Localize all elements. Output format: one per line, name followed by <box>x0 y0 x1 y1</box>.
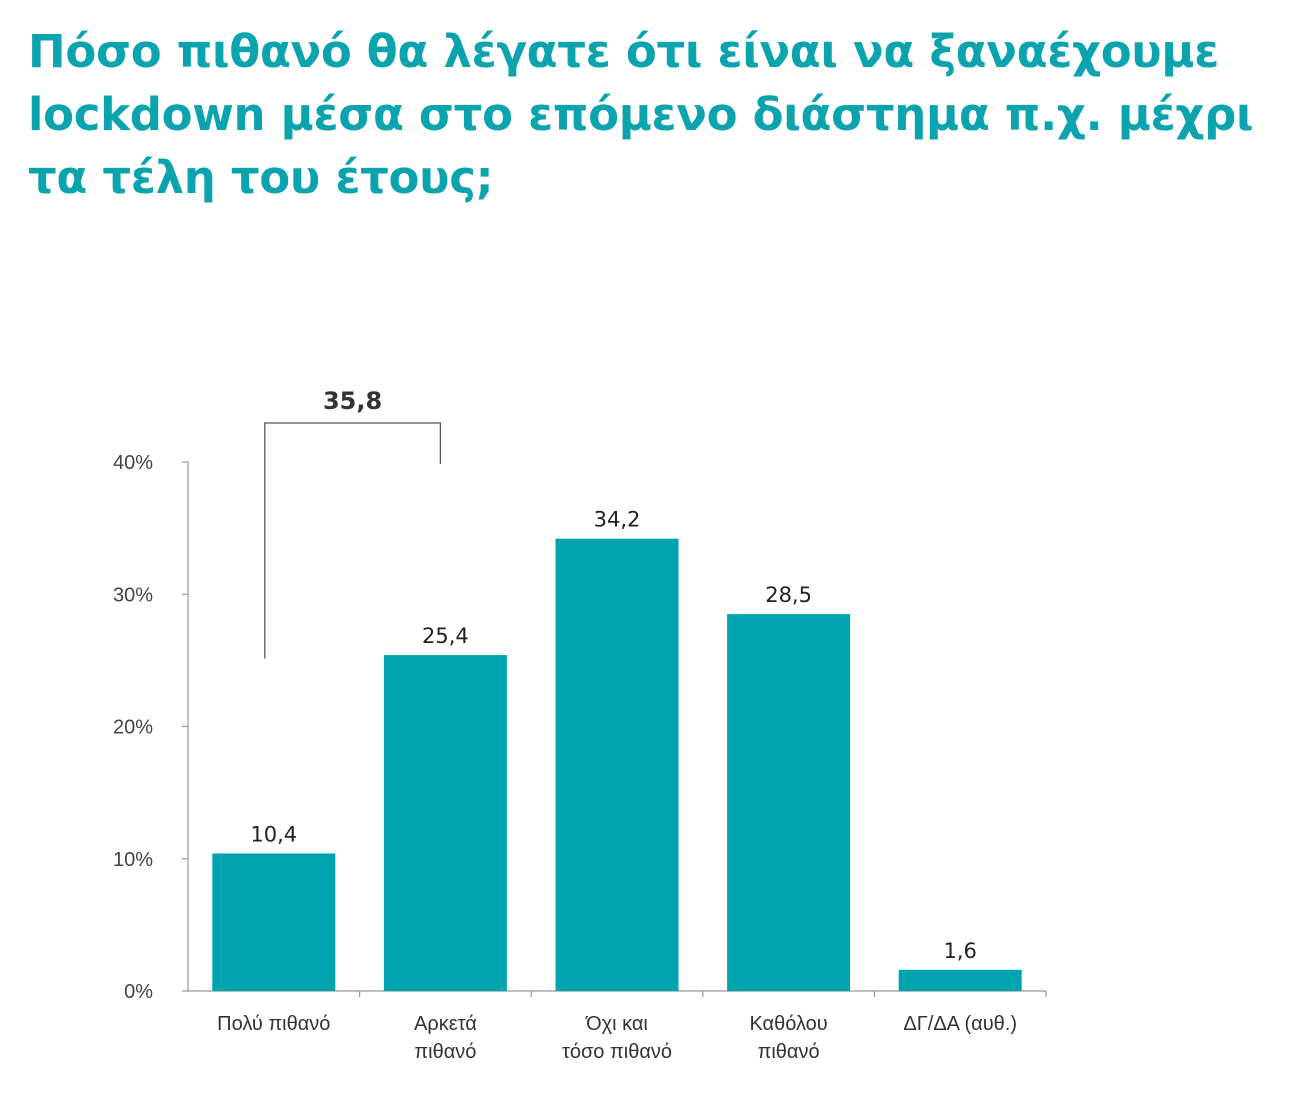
x-category-label: πιθανό <box>758 1041 820 1063</box>
x-category-label: Καθόλου <box>749 1013 827 1035</box>
bar-value-label: 10,4 <box>250 822 297 846</box>
y-tick-label: 20% <box>113 717 153 739</box>
x-category-label: πιθανό <box>414 1041 476 1063</box>
bar-value-label: 28,5 <box>765 583 812 607</box>
y-tick-label: 40% <box>113 452 153 474</box>
bar <box>727 614 851 991</box>
x-category-label: ΔΓ/ΔΑ (αυθ.) <box>903 1013 1017 1035</box>
bar-value-label: 34,2 <box>594 508 641 532</box>
x-category-label: τόσο πιθανό <box>562 1041 672 1063</box>
y-tick-label: 10% <box>113 849 153 871</box>
bar <box>898 969 1022 991</box>
sum-bracket-label: 35,8 <box>323 387 382 415</box>
chart-title: Πόσο πιθανό θα λέγατε ότι είναι να ξαναέ… <box>28 25 1254 204</box>
bar-value-label: 25,4 <box>422 624 469 648</box>
x-category-label: Πολύ πιθανό <box>217 1013 330 1035</box>
sum-bracket <box>264 422 442 659</box>
bar <box>383 655 507 991</box>
y-tick-label: 0% <box>124 981 153 1003</box>
bar-value-label: 1,6 <box>943 939 976 963</box>
y-tick-label: 30% <box>113 584 153 606</box>
bar <box>212 853 336 991</box>
x-category-label: Αρκετά <box>414 1013 477 1035</box>
x-category-label: Όχι και <box>585 1013 648 1035</box>
bar <box>555 538 679 991</box>
